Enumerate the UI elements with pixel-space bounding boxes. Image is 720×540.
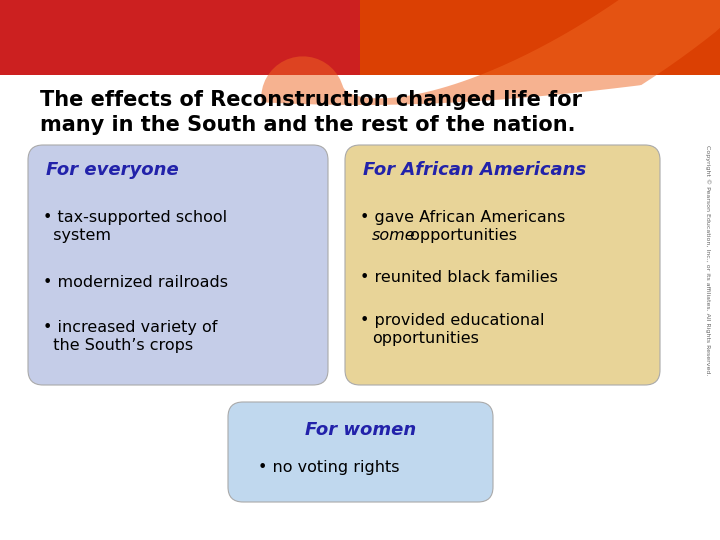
Polygon shape — [0, 75, 720, 540]
FancyBboxPatch shape — [228, 402, 493, 502]
FancyBboxPatch shape — [345, 145, 660, 385]
Text: Copyright © Pearson Education, Inc., or its affiliates. All Rights Reserved.: Copyright © Pearson Education, Inc., or … — [705, 145, 711, 375]
Text: • gave African Americans: • gave African Americans — [360, 210, 565, 225]
Text: many in the South and the rest of the nation.: many in the South and the rest of the na… — [40, 115, 575, 135]
FancyBboxPatch shape — [28, 145, 328, 385]
Text: opportunities: opportunities — [405, 228, 517, 243]
Bar — [0, 0, 720, 75]
Text: • modernized railroads: • modernized railroads — [43, 275, 228, 290]
Text: some: some — [372, 228, 415, 243]
Text: • reunited black families: • reunited black families — [360, 270, 558, 285]
Text: For women: For women — [305, 421, 416, 439]
Text: • increased variety of: • increased variety of — [43, 320, 217, 335]
Text: system: system — [43, 228, 111, 243]
Text: For African Americans: For African Americans — [363, 161, 586, 179]
Text: • provided educational: • provided educational — [360, 313, 544, 328]
Text: For everyone: For everyone — [46, 161, 179, 179]
Text: • no voting rights: • no voting rights — [258, 460, 400, 475]
Text: opportunities: opportunities — [372, 331, 479, 346]
Text: The effects of Reconstruction changed life for: The effects of Reconstruction changed li… — [40, 90, 582, 110]
Text: the South’s crops: the South’s crops — [43, 338, 193, 353]
Polygon shape — [360, 0, 720, 75]
Text: • tax-supported school: • tax-supported school — [43, 210, 227, 225]
